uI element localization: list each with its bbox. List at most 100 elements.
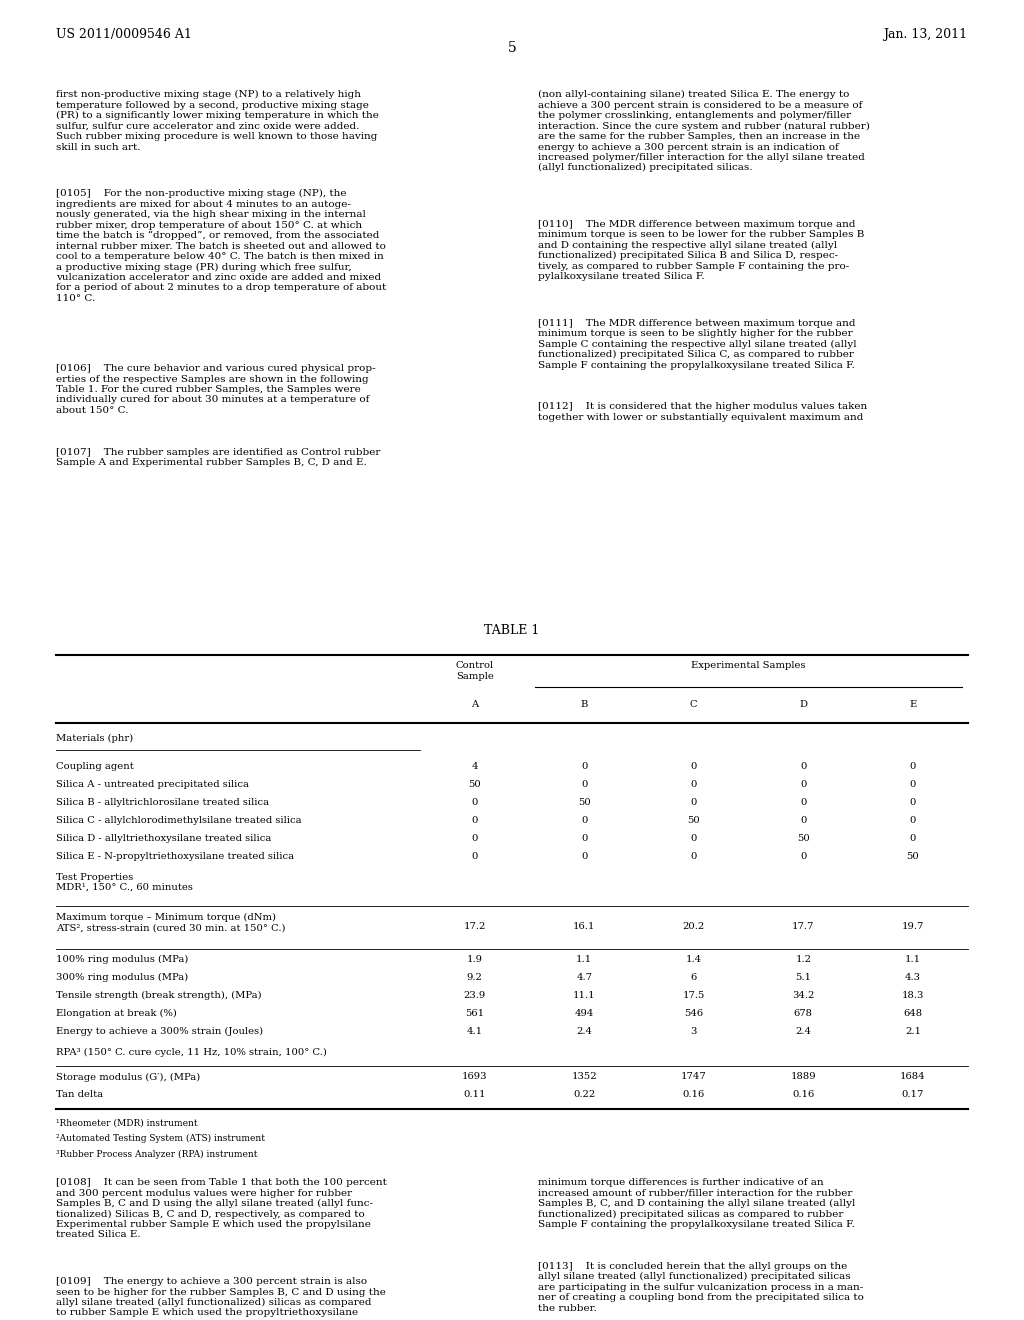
Text: 50: 50 — [468, 780, 481, 789]
Text: ²Automated Testing System (ATS) instrument: ²Automated Testing System (ATS) instrume… — [56, 1134, 265, 1143]
Text: RPA³ (150° C. cure cycle, 11 Hz, 10% strain, 100° C.): RPA³ (150° C. cure cycle, 11 Hz, 10% str… — [56, 1048, 328, 1057]
Text: 0: 0 — [471, 797, 478, 807]
Text: 100% ring modulus (MPa): 100% ring modulus (MPa) — [56, 956, 188, 965]
Text: US 2011/0009546 A1: US 2011/0009546 A1 — [56, 28, 193, 41]
Text: 561: 561 — [465, 1010, 484, 1018]
Text: 16.1: 16.1 — [573, 921, 595, 931]
Text: minimum torque differences is further indicative of an
increased amount of rubbe: minimum torque differences is further in… — [538, 1179, 855, 1229]
Text: [0108]    It can be seen from Table 1 that both the 100 percent
and 300 percent : [0108] It can be seen from Table 1 that … — [56, 1179, 387, 1239]
Text: Experimental Samples: Experimental Samples — [691, 661, 806, 671]
Text: 1747: 1747 — [681, 1072, 707, 1081]
Text: 1.1: 1.1 — [905, 956, 921, 964]
Text: Elongation at break (%): Elongation at break (%) — [56, 1010, 177, 1019]
Text: TABLE 1: TABLE 1 — [484, 624, 540, 636]
Text: 1693: 1693 — [462, 1072, 487, 1081]
Text: 0.16: 0.16 — [683, 1090, 705, 1100]
Text: D: D — [800, 700, 807, 709]
Text: 50: 50 — [797, 834, 810, 843]
Text: 0: 0 — [909, 762, 916, 771]
Text: 678: 678 — [794, 1010, 813, 1018]
Text: 0: 0 — [581, 834, 588, 843]
Text: 300% ring modulus (MPa): 300% ring modulus (MPa) — [56, 973, 188, 982]
Text: Silica C - allylchlorodimethylsilane treated silica: Silica C - allylchlorodimethylsilane tre… — [56, 816, 302, 825]
Text: 1684: 1684 — [900, 1072, 926, 1081]
Text: Jan. 13, 2011: Jan. 13, 2011 — [884, 28, 968, 41]
Text: 0.16: 0.16 — [793, 1090, 814, 1100]
Text: 0: 0 — [909, 816, 916, 825]
Text: [0109]    The energy to achieve a 300 percent strain is also
seen to be higher f: [0109] The energy to achieve a 300 perce… — [56, 1278, 386, 1317]
Text: 1.4: 1.4 — [686, 956, 701, 964]
Text: 0: 0 — [909, 780, 916, 789]
Text: Silica A - untreated precipitated silica: Silica A - untreated precipitated silica — [56, 780, 249, 789]
Text: Coupling agent: Coupling agent — [56, 762, 134, 771]
Text: 2.1: 2.1 — [905, 1027, 921, 1036]
Text: 11.1: 11.1 — [572, 991, 596, 1001]
Text: (non allyl-containing silane) treated Silica E. The energy to
achieve a 300 perc: (non allyl-containing silane) treated Si… — [538, 90, 869, 173]
Text: 0.22: 0.22 — [573, 1090, 595, 1100]
Text: 0: 0 — [800, 797, 807, 807]
Text: A: A — [471, 700, 478, 709]
Text: 5.1: 5.1 — [796, 973, 811, 982]
Text: 0: 0 — [800, 762, 807, 771]
Text: 0: 0 — [581, 780, 588, 789]
Text: 0: 0 — [581, 851, 588, 861]
Text: [0111]    The MDR difference between maximum torque and
minimum torque is seen t: [0111] The MDR difference between maximu… — [538, 318, 856, 370]
Text: 4.3: 4.3 — [905, 973, 921, 982]
Text: 17.7: 17.7 — [793, 921, 814, 931]
Text: ³Rubber Process Analyzer (RPA) instrument: ³Rubber Process Analyzer (RPA) instrumen… — [56, 1150, 258, 1159]
Text: 4.7: 4.7 — [577, 973, 592, 982]
Text: 0: 0 — [581, 816, 588, 825]
Text: [0112]    It is considered that the higher modulus values taken
together with lo: [0112] It is considered that the higher … — [538, 403, 867, 422]
Text: Test Properties
MDR¹, 150° C., 60 minutes: Test Properties MDR¹, 150° C., 60 minute… — [56, 873, 194, 892]
Text: 1.2: 1.2 — [796, 956, 811, 964]
Text: 0: 0 — [581, 762, 588, 771]
Text: first non-productive mixing stage (NP) to a relatively high
temperature followed: first non-productive mixing stage (NP) t… — [56, 90, 379, 152]
Text: 0: 0 — [690, 797, 697, 807]
Text: 0: 0 — [471, 834, 478, 843]
Text: Tensile strength (break strength), (MPa): Tensile strength (break strength), (MPa) — [56, 991, 262, 1001]
Text: B: B — [581, 700, 588, 709]
Text: 0.17: 0.17 — [902, 1090, 924, 1100]
Text: 0.11: 0.11 — [464, 1090, 485, 1100]
Text: Storage modulus (G′), (MPa): Storage modulus (G′), (MPa) — [56, 1072, 201, 1081]
Text: 648: 648 — [903, 1010, 923, 1018]
Text: 0: 0 — [471, 851, 478, 861]
Text: [0106]    The cure behavior and various cured physical prop-
erties of the respe: [0106] The cure behavior and various cur… — [56, 364, 376, 414]
Text: 18.3: 18.3 — [902, 991, 924, 1001]
Text: 9.2: 9.2 — [467, 973, 482, 982]
Text: 0: 0 — [690, 851, 697, 861]
Text: 3: 3 — [690, 1027, 697, 1036]
Text: E: E — [909, 700, 916, 709]
Text: 50: 50 — [906, 851, 920, 861]
Text: 4: 4 — [471, 762, 478, 771]
Text: 0: 0 — [909, 834, 916, 843]
Text: [0107]    The rubber samples are identified as Control rubber
Sample A and Exper: [0107] The rubber samples are identified… — [56, 447, 381, 467]
Text: 2.4: 2.4 — [796, 1027, 811, 1036]
Text: C: C — [690, 700, 697, 709]
Text: 0: 0 — [471, 816, 478, 825]
Text: Silica E - N-propyltriethoxysilane treated silica: Silica E - N-propyltriethoxysilane treat… — [56, 851, 295, 861]
Text: 4.1: 4.1 — [467, 1027, 482, 1036]
Text: 0: 0 — [690, 834, 697, 843]
Text: Tan delta: Tan delta — [56, 1090, 103, 1100]
Text: 34.2: 34.2 — [793, 991, 814, 1001]
Text: Energy to achieve a 300% strain (Joules): Energy to achieve a 300% strain (Joules) — [56, 1027, 263, 1036]
Text: 1.9: 1.9 — [467, 956, 482, 964]
Text: 0: 0 — [909, 797, 916, 807]
Text: 546: 546 — [684, 1010, 703, 1018]
Text: [0110]    The MDR difference between maximum torque and
minimum torque is seen t: [0110] The MDR difference between maximu… — [538, 219, 864, 281]
Text: 0: 0 — [690, 780, 697, 789]
Text: 23.9: 23.9 — [464, 991, 485, 1001]
Text: 19.7: 19.7 — [902, 921, 924, 931]
Text: Silica B - allyltrichlorosilane treated silica: Silica B - allyltrichlorosilane treated … — [56, 797, 269, 807]
Text: 1.1: 1.1 — [577, 956, 592, 964]
Text: 1352: 1352 — [571, 1072, 597, 1081]
Text: 2.4: 2.4 — [577, 1027, 592, 1036]
Text: 0: 0 — [800, 780, 807, 789]
Text: 20.2: 20.2 — [683, 921, 705, 931]
Text: Silica D - allyltriethoxysilane treated silica: Silica D - allyltriethoxysilane treated … — [56, 834, 271, 843]
Text: 0: 0 — [690, 762, 697, 771]
Text: 17.5: 17.5 — [683, 991, 705, 1001]
Text: 50: 50 — [578, 797, 591, 807]
Text: 50: 50 — [687, 816, 700, 825]
